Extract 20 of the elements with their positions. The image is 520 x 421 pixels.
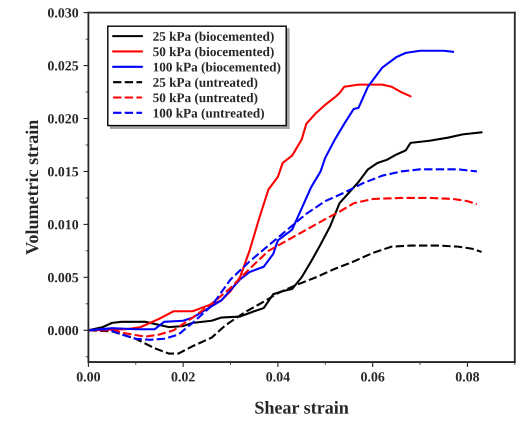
y-axis-title: Volumetric strain — [26, 120, 38, 255]
legend-label: 100 kPa (biocemented) — [154, 62, 280, 74]
legend-label: 25 kPa (untreated) — [153, 78, 258, 90]
y-tick-label: 0.015 — [48, 167, 78, 176]
y-tick-label: 0.020 — [48, 114, 78, 124]
y-tick-label: 0.000 — [48, 326, 78, 336]
legend-label: 25 kPa (biocemented) — [153, 32, 274, 44]
x-tick-label: 0.08 — [456, 372, 480, 382]
y-tick-label: 0.025 — [48, 61, 78, 71]
x-axis-title: Shear strain — [255, 401, 349, 414]
x-tick-label: 0.06 — [361, 372, 384, 382]
y-tick-label: 0.005 — [48, 272, 78, 282]
x-tick-label: 0.04 — [266, 372, 290, 382]
x-tick-label: 0.00 — [76, 372, 100, 382]
legend-label: 50 kPa (untreated) — [153, 92, 258, 105]
y-tick-label: 0.030 — [48, 8, 78, 18]
legend-label: 50 kPa (biocemented) — [153, 46, 274, 59]
x-tick-label: 0.02 — [172, 372, 195, 382]
y-tick-label: 0.010 — [48, 220, 78, 230]
legend-label: 100 kPa (untreated) — [154, 108, 264, 120]
